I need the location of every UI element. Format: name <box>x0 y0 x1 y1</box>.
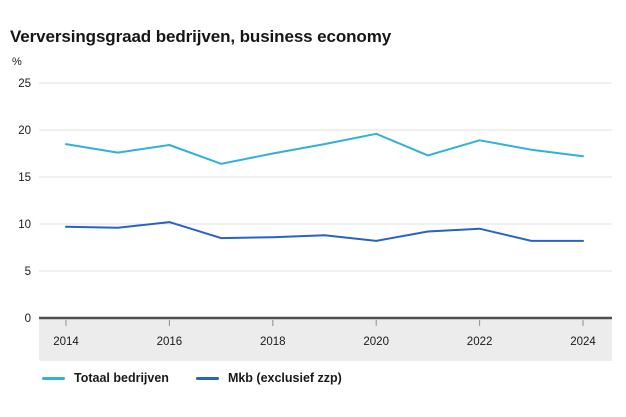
series-line-mkb-exclusief-zzp <box>65 221 584 242</box>
x-axis-band <box>39 319 612 361</box>
legend-item-mkb-exclusief-zzp[interactable]: Mkb (exclusief zzp) <box>195 371 342 385</box>
x-tick-label-2022: 2022 <box>467 336 493 348</box>
y-tick-label-20: 20 <box>18 125 31 137</box>
y-tick-label-25: 25 <box>18 78 31 90</box>
x-tick-label-2018: 2018 <box>260 336 286 348</box>
x-tick-label-2014: 2014 <box>53 336 79 348</box>
y-tick-label-15: 15 <box>18 172 31 184</box>
chart-legend: Totaal bedrijven Mkb (exclusief zzp) <box>42 371 342 385</box>
legend-swatch-mkb-exclusief-zzp <box>195 376 219 380</box>
y-tick-label-0: 0 <box>25 313 31 325</box>
legend-label-totaal-bedrijven: Totaal bedrijven <box>74 371 169 385</box>
series-line-totaal-bedrijven <box>65 132 584 165</box>
legend-swatch-totaal-bedrijven <box>42 376 65 380</box>
legend-item-totaal-bedrijven[interactable]: Totaal bedrijven <box>42 371 169 385</box>
legend-label-mkb-exclusief-zzp: Mkb (exclusief zzp) <box>227 371 342 385</box>
x-tick-label-2024: 2024 <box>570 336 596 348</box>
x-tick-label-2020: 2020 <box>363 336 389 348</box>
y-tick-label-10: 10 <box>18 219 31 231</box>
chart-title: Verversingsgraad bedrijven, business eco… <box>10 27 392 46</box>
y-axis-unit-label: % <box>12 56 22 68</box>
x-tick-label-2016: 2016 <box>157 336 183 348</box>
y-tick-label-5: 5 <box>25 266 31 278</box>
